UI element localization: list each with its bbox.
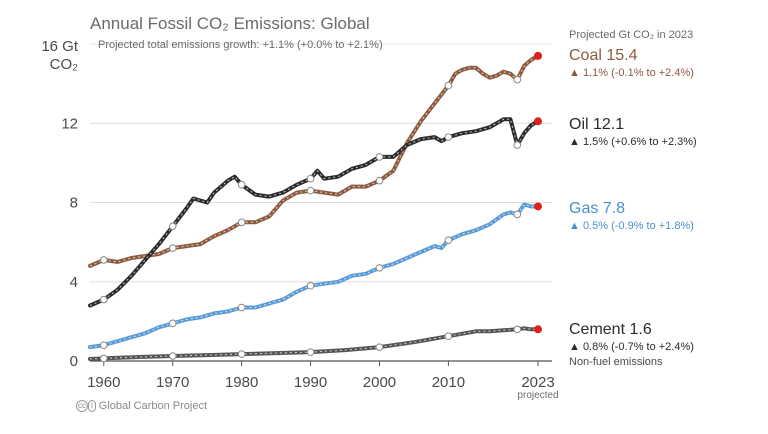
gas-marker bbox=[375, 264, 384, 272]
x-tick-note: projected bbox=[517, 390, 558, 401]
coal-marker bbox=[306, 186, 315, 195]
oil-marker bbox=[444, 133, 453, 141]
cement-projected-point bbox=[534, 325, 542, 334]
chart-title: Annual Fossil CO₂ Emissions: Global bbox=[90, 14, 370, 33]
by-icon: i bbox=[88, 400, 96, 412]
gas-line bbox=[88, 202, 540, 350]
creative-commons-icon: cc bbox=[76, 400, 88, 412]
oil-line-texture bbox=[89, 118, 539, 306]
gas-projected-point bbox=[534, 202, 542, 211]
y-unit-top: 16 Gt bbox=[41, 38, 79, 55]
chart-labels: Annual Fossil CO₂ Emissions: Global Proj… bbox=[41, 14, 696, 401]
cement-marker bbox=[375, 343, 384, 351]
oil-change-label: ▲ 1.5% (+0.6% to +2.3%) bbox=[569, 136, 697, 148]
gas-marker bbox=[444, 236, 453, 244]
right-header: Projected Gt CO₂ in 2023 bbox=[569, 29, 693, 41]
cement-marker bbox=[444, 332, 453, 341]
oil-marker bbox=[168, 222, 177, 231]
coal-line bbox=[88, 53, 540, 268]
coal-projected-point bbox=[534, 51, 542, 60]
gas-marker bbox=[306, 281, 315, 290]
x-tick-label: 1980 bbox=[225, 374, 258, 391]
cement-series-label: Cement 1.6 bbox=[569, 321, 652, 338]
oil-marker bbox=[306, 174, 315, 183]
y-tick-label: 8 bbox=[70, 195, 78, 212]
oil-series-label: Oil 12.1 bbox=[569, 116, 624, 133]
x-tick-label: 2023 bbox=[521, 374, 554, 391]
gas-marker bbox=[237, 303, 246, 312]
x-tick-label: 2000 bbox=[363, 374, 396, 391]
cement-marker bbox=[513, 325, 522, 334]
x-tick-label: 2010 bbox=[432, 374, 465, 391]
y-tick-label: 0 bbox=[70, 353, 78, 370]
oil-marker bbox=[375, 153, 384, 161]
cement-marker bbox=[168, 352, 177, 360]
grid-lines bbox=[90, 43, 552, 366]
footer-text: Global Carbon Project bbox=[98, 400, 208, 412]
oil-marker bbox=[513, 141, 522, 149]
series-lines bbox=[88, 51, 542, 363]
coal-marker bbox=[99, 256, 108, 264]
cement-change-label: ▲ 0.8% (-0.7% to +2.4%) bbox=[569, 341, 694, 353]
y-tick-label: 12 bbox=[61, 115, 78, 132]
growth-annotation: Projected total emissions growth: +1.1% … bbox=[98, 39, 383, 51]
x-tick-label: 1960 bbox=[87, 374, 120, 391]
coal-series-label: Coal 15.4 bbox=[569, 47, 638, 64]
coal-marker bbox=[168, 244, 177, 252]
gas-series-label: Gas 7.8 bbox=[569, 200, 625, 217]
y-tick-label: 4 bbox=[70, 274, 78, 291]
oil-marker bbox=[237, 180, 246, 189]
oil-marker bbox=[99, 295, 108, 304]
coal-marker bbox=[375, 176, 384, 185]
cement-line bbox=[88, 326, 540, 361]
cement-marker bbox=[306, 348, 315, 356]
gas-marker bbox=[99, 341, 108, 349]
gas-marker bbox=[168, 319, 177, 328]
footer: cc i Global Carbon Project bbox=[76, 400, 207, 412]
cement-note: Non-fuel emissions bbox=[569, 356, 663, 368]
oil-projected-point bbox=[534, 117, 542, 126]
gas-change-label: ▲ 0.5% (-0.9% to +1.8%) bbox=[569, 220, 694, 232]
coal-line-texture bbox=[89, 55, 539, 267]
x-tick-label: 1990 bbox=[294, 374, 327, 391]
coal-change-label: ▲ 1.1% (-0.1% to +2.4%) bbox=[569, 67, 694, 79]
oil-line bbox=[88, 117, 540, 308]
gas-line-texture bbox=[89, 203, 538, 348]
cement-marker bbox=[237, 350, 246, 358]
coal-marker bbox=[513, 75, 522, 84]
coal-marker bbox=[444, 81, 453, 90]
coal-marker bbox=[237, 218, 246, 227]
gas-marker bbox=[513, 210, 522, 219]
cement-marker bbox=[99, 354, 108, 363]
x-tick-label: 1970 bbox=[156, 374, 189, 391]
y-unit-bottom: CO₂ bbox=[50, 56, 79, 73]
